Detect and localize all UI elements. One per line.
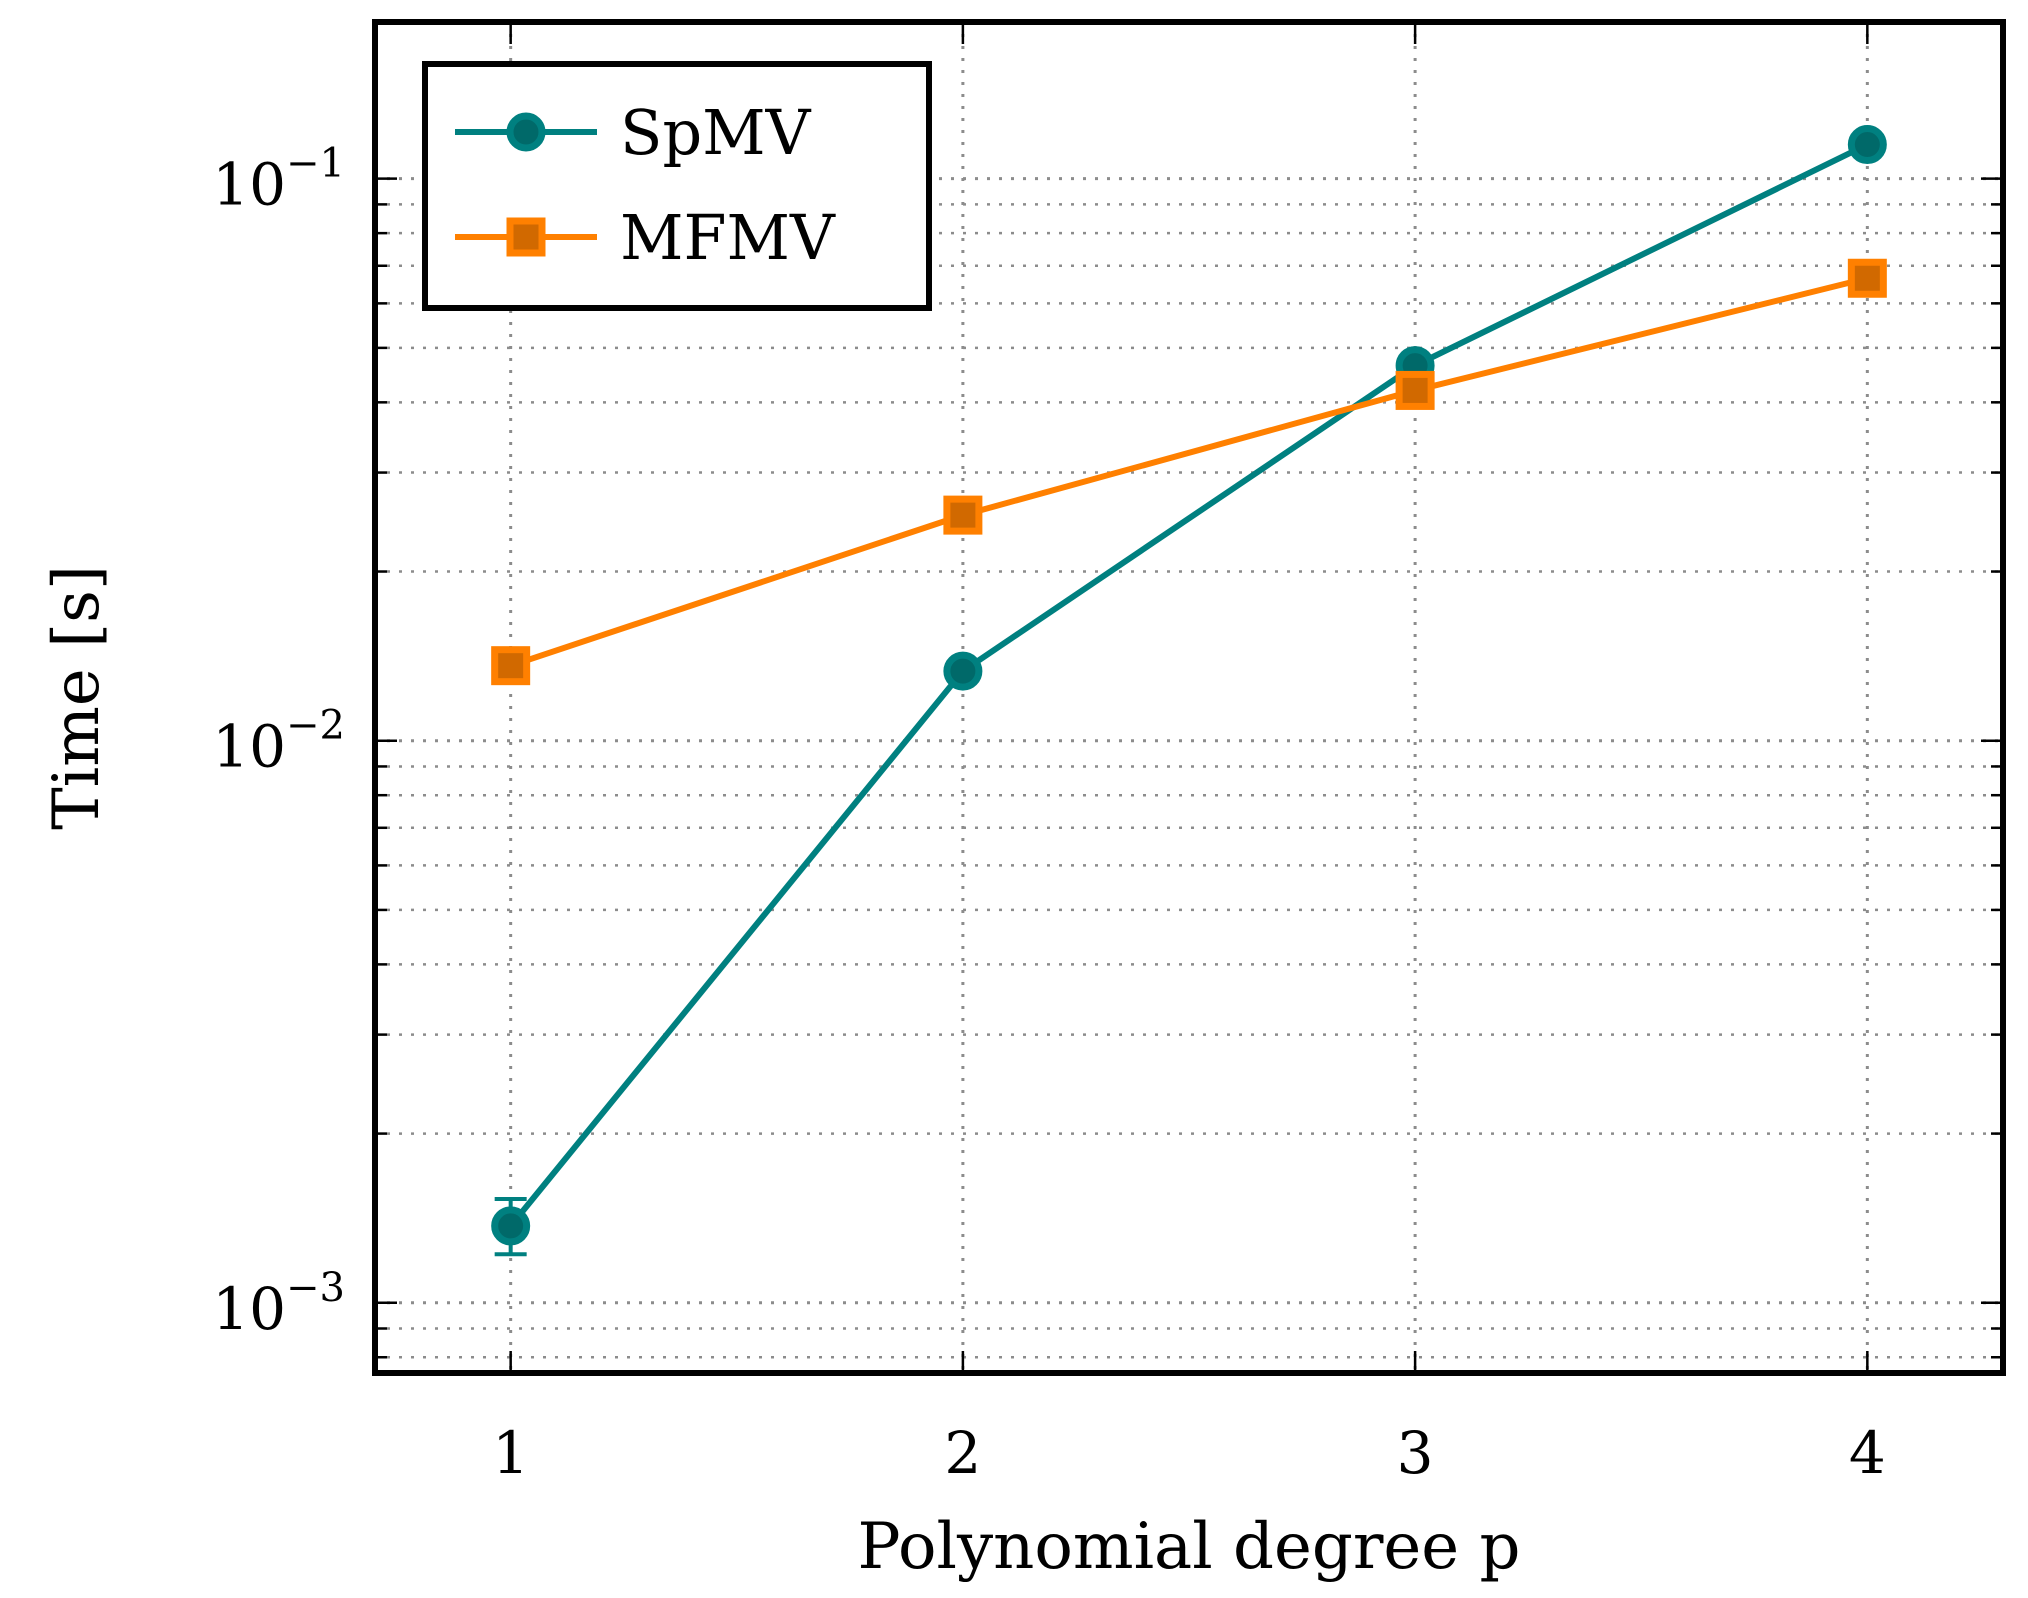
plot-frame	[372, 19, 2006, 1376]
y-tick-label-exponent: −1	[286, 141, 345, 187]
x-tick-marks	[509, 22, 1869, 1373]
x-tick-label: 1	[492, 1419, 529, 1487]
data-point-spmv	[491, 1206, 531, 1246]
x-axis-title: Polynomial degree p	[858, 1510, 1521, 1584]
x-tick-label: 4	[1849, 1419, 1886, 1487]
y-tick-marks	[375, 177, 2003, 1359]
y-tick-label-base: 10	[212, 713, 286, 781]
y-tick-label: 10−3	[212, 1265, 345, 1343]
legend: SpMV MFMV	[422, 61, 932, 311]
legend-marker-mfmv	[506, 217, 546, 257]
y-tick-labels: 10−310−210−1	[212, 141, 345, 1343]
data-point-mfmv	[491, 646, 531, 686]
y-axis-title: Time [s]	[40, 565, 114, 830]
series-line-spmv	[508, 141, 1869, 1228]
y-tick-label-base: 10	[212, 151, 286, 219]
data-point-mfmv	[1395, 370, 1435, 410]
data-point-mfmv	[943, 495, 983, 535]
legend-label-spmv: SpMV	[620, 96, 812, 169]
y-tick-label-base: 10	[212, 1275, 286, 1343]
data-point-spmv	[1847, 125, 1887, 165]
grid	[375, 22, 2003, 1373]
legend-box	[422, 61, 932, 311]
series-mfmv	[491, 258, 1887, 686]
data-point-mfmv	[1847, 258, 1887, 298]
y-tick-label: 10−2	[212, 703, 345, 781]
x-tick-label: 2	[944, 1419, 981, 1487]
legend-label-mfmv: MFMV	[620, 201, 836, 274]
y-tick-label: 10−1	[212, 141, 345, 219]
y-tick-label-exponent: −3	[286, 1265, 345, 1311]
data-point-spmv	[943, 651, 983, 691]
series-layer	[491, 125, 1887, 1257]
x-tick-label: 3	[1397, 1419, 1434, 1487]
series-line-mfmv	[509, 275, 1869, 669]
legend-marker-spmv	[506, 112, 546, 152]
y-tick-label-exponent: −2	[286, 703, 345, 749]
x-tick-labels: 1 2 3 4	[492, 1419, 1886, 1487]
